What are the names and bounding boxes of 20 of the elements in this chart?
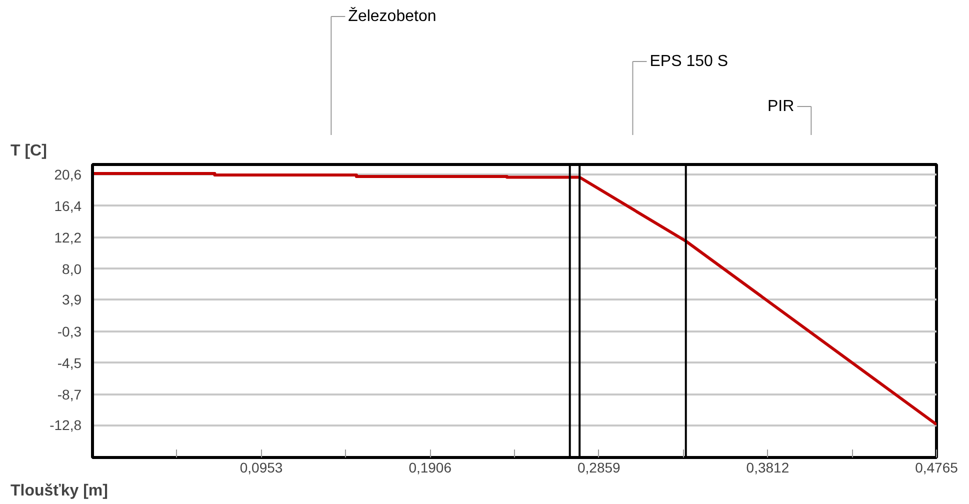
y-axis-title: T [C] [10, 142, 47, 160]
text: Železobeton [348, 7, 436, 25]
y-tick-label: 8,0 [62, 260, 82, 277]
x-tick-label: 0,4765 [915, 460, 958, 476]
x-tick-label: 0,0953 [240, 460, 283, 476]
x-tick-label: 0,2859 [577, 460, 621, 476]
y-tick-label: 16,4 [54, 198, 82, 214]
x-axis-title: Tloušťky [m] [10, 482, 108, 500]
y-tick-label: -12,8 [50, 417, 82, 434]
y-tick-label: -0,3 [57, 323, 82, 340]
x-tick-label: 0,1906 [408, 460, 452, 476]
text: EPS 150 S [650, 53, 728, 70]
y-tick-label: 12,2 [54, 229, 82, 246]
x-tick-label: 0,3812 [746, 460, 790, 476]
y-tick-label: 3,9 [62, 292, 82, 308]
y-tick-label: -8,7 [57, 386, 82, 402]
line-series [92, 172, 936, 426]
y-tick-label: 20,6 [54, 166, 82, 182]
text: PIR [768, 98, 794, 115]
y-tick-label: -4,5 [57, 354, 82, 371]
